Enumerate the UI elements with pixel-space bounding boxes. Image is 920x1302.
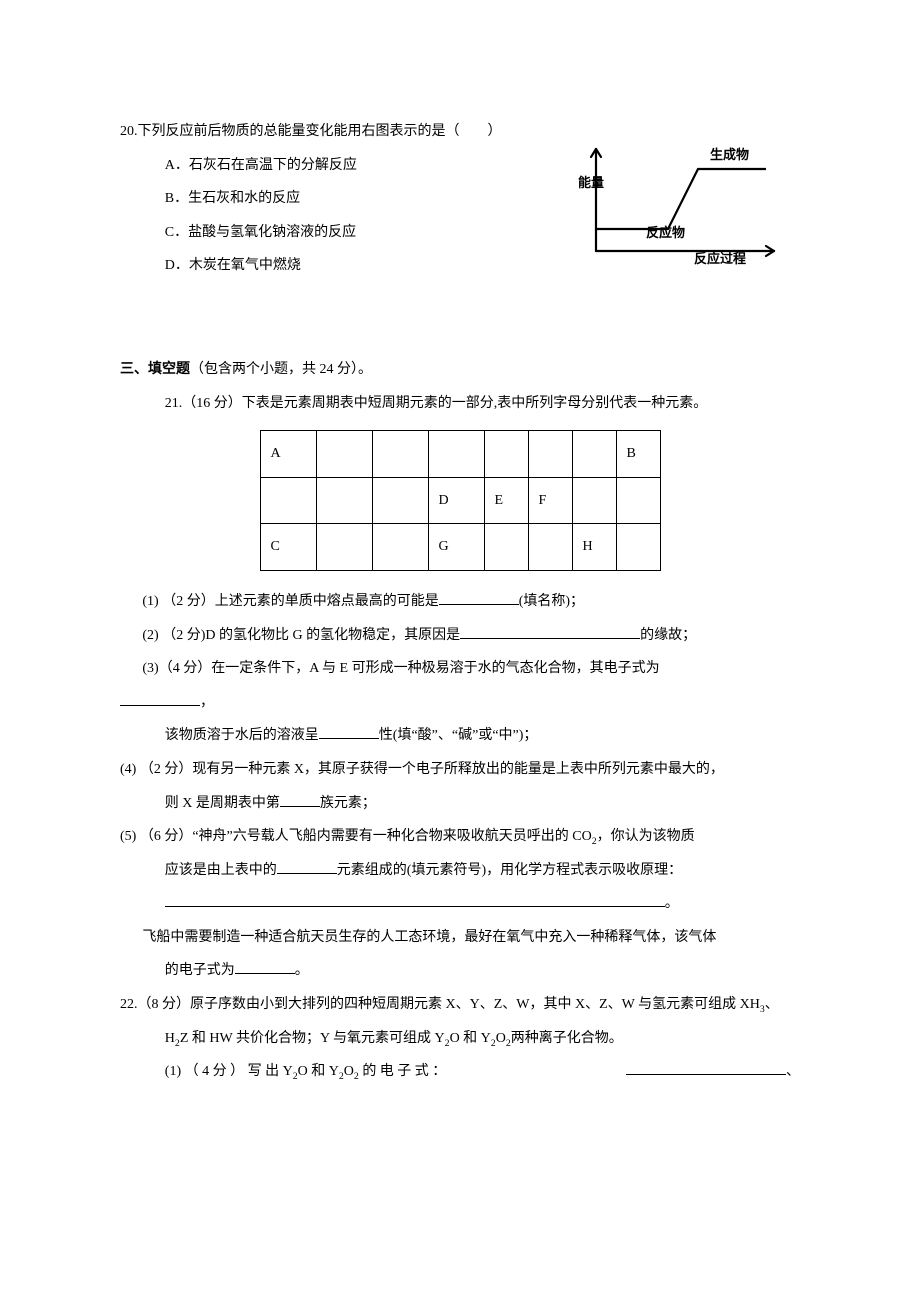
table-cell — [616, 524, 660, 571]
q21-p3b-b: 性(填“酸”、“碱”或“中”)； — [379, 728, 538, 743]
q21-p1-b: (填名称)； — [519, 594, 584, 609]
q22-p1-right: 的 电 子 式 ： — [359, 1064, 447, 1079]
q22-part1: (1) （ 4 分 ） 写 出 Y2O 和 Y2O2 的 电 子 式 ： 、 — [120, 1055, 800, 1089]
q21-p5c-tail: 。 — [665, 896, 679, 911]
q21-p1-a: (1) （2 分）上述元素的单质中熔点最高的可能是 — [142, 594, 438, 609]
q21-p5: (5) （6 分）“神舟”六号载人飞船内需要有一种化合物来吸收航天员呼出的 CO — [120, 829, 592, 844]
table-cell — [372, 524, 428, 571]
blank — [626, 1062, 786, 1076]
q21-p3b-a: 该物质溶于水后的溶液呈 — [165, 728, 319, 743]
q21-p2-b: 的缘故； — [640, 628, 696, 643]
blank — [165, 894, 665, 908]
table-cell — [484, 431, 528, 478]
q21-p5-tail: ，你认为该物质 — [597, 829, 695, 844]
q22-p1-tail: 、 — [786, 1064, 800, 1079]
blank — [277, 860, 337, 874]
q22-f: 两种离子化合物。 — [511, 1031, 623, 1046]
q22-stem: 22.（8 分）原子序数由小到大排列的四种短周期元素 X、Y、Z、W，其中 X、… — [120, 988, 800, 1055]
q22-p1-m2: O — [344, 1064, 354, 1079]
q21-p5b-a: 应该是由上表中的 — [165, 863, 277, 878]
table-cell — [316, 524, 372, 571]
page: 20.下列反应前后物质的总能量变化能用右图表示的是（ ） A．石灰石在高温下的分… — [0, 0, 920, 1149]
q22-e: O — [496, 1031, 506, 1046]
table-cell — [428, 431, 484, 478]
q21-p2-a: (2) （2 分)D 的氢化物比 G 的氢化物稳定，其原因是 — [142, 628, 460, 643]
chart-reactant-label: 反应物 — [646, 217, 685, 248]
q22-p1-m1: O 和 Y — [298, 1064, 339, 1079]
table-cell: G — [428, 524, 484, 571]
table-cell — [528, 431, 572, 478]
periodic-table-fragment: ABDEFCGH — [260, 430, 661, 571]
table-cell — [572, 477, 616, 524]
blank — [120, 692, 200, 706]
section-3-title: 三、填空题（包含两个小题，共 24 分）。 — [120, 353, 800, 387]
table-cell: H — [572, 524, 616, 571]
chart-x-axis-label: 反应过程 — [694, 243, 746, 274]
blank — [460, 625, 640, 639]
table-cell — [616, 477, 660, 524]
table-cell — [484, 524, 528, 571]
q21-part1: (1) （2 分）上述元素的单质中熔点最高的可能是 (填名称)； — [120, 585, 800, 619]
q21-p4b-a: 则 X 是周期表中第 — [165, 796, 280, 811]
q21-p5e-a: 的电子式为 — [165, 963, 235, 978]
q22-c: Z 和 HW 共价化合物；Y 与氧元素可组成 Y — [180, 1031, 445, 1046]
question-20: 20.下列反应前后物质的总能量变化能用右图表示的是（ ） A．石灰石在高温下的分… — [120, 115, 800, 283]
q22-d: O 和 Y — [450, 1031, 491, 1046]
q21-p5b-b: 元素组成的(填元素符号)，用化学方程式表示吸收原理： — [337, 863, 682, 878]
q20-number: 20. — [120, 124, 138, 139]
q21-part5: (5) （6 分）“神舟”六号载人飞船内需要有一种化合物来吸收航天员呼出的 CO… — [120, 820, 800, 854]
table-row: CGH — [260, 524, 660, 571]
q21-part2: (2) （2 分)D 的氢化物比 G 的氢化物稳定，其原因是 的缘故； — [120, 619, 800, 653]
table-cell — [572, 431, 616, 478]
q21-p3-tail: ， — [200, 695, 214, 710]
q21-part4b: 则 X 是周期表中第 族元素； — [120, 787, 800, 821]
table-cell: E — [484, 477, 528, 524]
q21-part5e: 的电子式为 。 — [120, 954, 800, 988]
q21-part5d: 飞船中需要制造一种适合航天员生存的人工态环境，最好在氧气中充入一种稀释气体，该气… — [120, 921, 800, 955]
section-3-rest: （包含两个小题，共 24 分）。 — [190, 362, 372, 377]
q21-part3: (3)（4 分）在一定条件下，A 与 E 可形成一种极易溶于水的气态化合物，其电… — [120, 652, 800, 719]
table-cell — [260, 477, 316, 524]
blank — [439, 591, 519, 605]
q21-p5d: 飞船中需要制造一种适合航天员生存的人工态环境，最好在氧气中充入一种稀释气体，该气… — [142, 930, 716, 945]
q21-p4b-b: 族元素； — [320, 796, 376, 811]
table-cell — [316, 477, 372, 524]
q21-p3-line2: ， — [120, 686, 800, 720]
table-row: AB — [260, 431, 660, 478]
q21-part5b: 应该是由上表中的 元素组成的(填元素符号)，用化学方程式表示吸收原理： — [120, 854, 800, 888]
blank — [319, 726, 379, 740]
table-cell — [372, 477, 428, 524]
table-row: DEF — [260, 477, 660, 524]
table-cell: C — [260, 524, 316, 571]
q21-p5e-b: 。 — [295, 963, 309, 978]
q21-intro: 21.（16 分）下表是元素周期表中短周期元素的一部分,表中所列字母分别代表一种… — [120, 387, 800, 421]
blank — [280, 793, 320, 807]
q20-stem-text: 下列反应前后物质的总能量变化能用右图表示的是（ ） — [138, 124, 502, 139]
q21-p3-line1: (3)（4 分）在一定条件下，A 与 E 可形成一种极易溶于水的气态化合物，其电… — [120, 652, 800, 686]
q22-p1-left: (1) （ 4 分 ） 写 出 Y — [165, 1064, 293, 1079]
q22-p1-blankwrap: 、 — [626, 1055, 800, 1089]
table-cell: B — [616, 431, 660, 478]
table-cell — [372, 431, 428, 478]
section-3-bold: 三、填空题 — [120, 362, 190, 377]
q21-part3b: 该物质溶于水后的溶液呈 性(填“酸”、“碱”或“中”)； — [120, 719, 800, 753]
blank — [235, 961, 295, 975]
energy-chart: 能量 生成物 反应物 反应过程 — [580, 143, 780, 263]
q21-part5c: 。 — [120, 887, 800, 921]
q21-p4-a: (4) （2 分）现有另一种元素 X，其原子获得一个电子所释放出的能量是上表中所… — [120, 762, 724, 777]
table-cell: D — [428, 477, 484, 524]
q22-a: 22.（8 分）原子序数由小到大排列的四种短周期元素 X、Y、Z、W，其中 X、… — [120, 997, 760, 1012]
question-22: 22.（8 分）原子序数由小到大排列的四种短周期元素 X、Y、Z、W，其中 X、… — [120, 988, 800, 1089]
chart-product-label: 生成物 — [710, 139, 749, 170]
q21-part4: (4) （2 分）现有另一种元素 X，其原子获得一个电子所释放出的能量是上表中所… — [120, 753, 800, 787]
chart-y-axis-label: 能量 — [578, 167, 604, 198]
table-cell — [528, 524, 572, 571]
table-cell — [316, 431, 372, 478]
table-cell: A — [260, 431, 316, 478]
q22-p1-text: (1) （ 4 分 ） 写 出 Y2O 和 Y2O2 的 电 子 式 ： — [165, 1055, 447, 1089]
table-cell: F — [528, 477, 572, 524]
